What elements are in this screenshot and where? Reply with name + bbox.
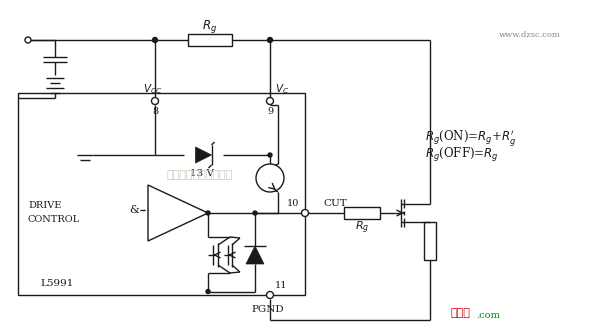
Circle shape	[302, 209, 308, 216]
Text: 11: 11	[275, 280, 287, 289]
Text: CUT: CUT	[323, 199, 347, 208]
Text: $R_g$: $R_g$	[355, 220, 369, 236]
Text: $R_g$: $R_g$	[202, 19, 218, 36]
Text: DRIVE: DRIVE	[28, 201, 61, 210]
Text: L5991: L5991	[40, 278, 73, 287]
Text: 13 V: 13 V	[190, 168, 214, 177]
Circle shape	[266, 98, 274, 105]
Text: CONTROL: CONTROL	[28, 215, 80, 224]
Circle shape	[266, 291, 274, 298]
Text: $V_C$: $V_C$	[275, 82, 289, 96]
Text: 8: 8	[152, 107, 158, 116]
Circle shape	[151, 98, 158, 105]
Text: www.dzsc.com: www.dzsc.com	[499, 31, 561, 39]
Text: 10: 10	[287, 198, 299, 207]
Circle shape	[268, 153, 272, 157]
Text: $R_g$(ON)=$R_g$+$R_g'$: $R_g$(ON)=$R_g$+$R_g'$	[425, 128, 517, 148]
Text: &: &	[129, 205, 139, 215]
Circle shape	[206, 289, 210, 293]
Text: $V_{CC}$: $V_{CC}$	[143, 82, 163, 96]
Bar	[18, 93, 305, 295]
Bar	[344, 207, 380, 219]
Text: $R_g$(OFF)=$R_g$: $R_g$(OFF)=$R_g$	[425, 146, 499, 164]
Text: .com: .com	[476, 310, 500, 319]
Polygon shape	[246, 246, 264, 264]
Circle shape	[206, 211, 210, 215]
Text: PGND: PGND	[251, 304, 284, 313]
Circle shape	[25, 37, 31, 43]
Circle shape	[253, 211, 257, 215]
Circle shape	[256, 164, 284, 192]
Text: 杭州瑞睿科技有限公司: 杭州瑞睿科技有限公司	[167, 170, 233, 180]
Circle shape	[152, 38, 157, 43]
Bar	[424, 222, 436, 260]
Bar	[188, 34, 232, 46]
Polygon shape	[196, 147, 212, 163]
Text: 接线图: 接线图	[450, 308, 470, 318]
Text: 9: 9	[267, 107, 273, 116]
Circle shape	[268, 38, 272, 43]
Polygon shape	[148, 185, 208, 241]
